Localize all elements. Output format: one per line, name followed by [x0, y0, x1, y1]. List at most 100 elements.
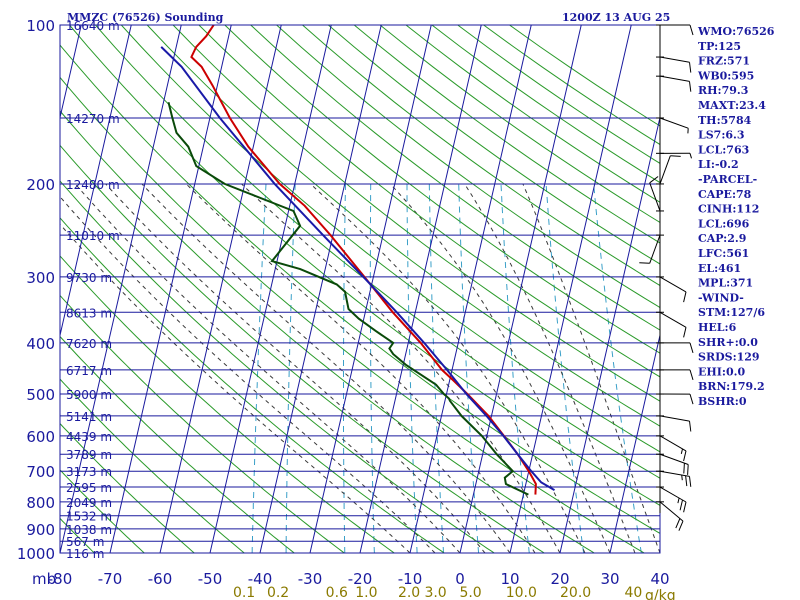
- sounding-profiles: [160, 25, 556, 496]
- index-label: CAP:2.9: [698, 232, 746, 245]
- index-label: WB0:595: [697, 69, 754, 82]
- index-label: CAPE:78: [698, 188, 752, 201]
- wind-barb-feather: [687, 464, 689, 475]
- wind-barb-feather: [683, 450, 687, 462]
- chart-title: MMZC (76526) Sounding: [67, 11, 224, 24]
- index-label: LFC:561: [698, 247, 749, 260]
- isotherm-line: [159, 25, 282, 553]
- isotherm-line: [209, 25, 332, 553]
- mixing-ratio-lines: [251, 183, 642, 553]
- wind-barb-shaft: [659, 415, 690, 422]
- pressure-tick-label: 500: [26, 386, 55, 404]
- pressure-tick-label: 700: [26, 463, 55, 481]
- temperature-tick-label: -40: [248, 570, 273, 588]
- wind-barb-shaft: [659, 435, 687, 452]
- isotherms: [60, 25, 660, 553]
- temperature-tick-label: 40: [650, 570, 669, 588]
- wind-barb-shaft: [659, 453, 689, 465]
- wind-barb-feather: [639, 262, 650, 264]
- moist-adiabat-line: [310, 183, 586, 553]
- index-label: LS7:6.3: [698, 129, 745, 142]
- pressure-axis-labels: 100 200 300 400 500 600 700 800 900 1000: [17, 17, 55, 563]
- temperature-tick-label: 0: [455, 570, 465, 588]
- index-label: RH:79.3: [698, 84, 748, 97]
- pressure-tick-label: 600: [26, 428, 55, 446]
- wind-barb-shaft: [659, 311, 687, 328]
- wind-barb-feather: [678, 520, 684, 531]
- wind-barb-shaft: [659, 470, 690, 477]
- temperature-tick-label: -70: [98, 570, 123, 588]
- wind-barb-feather: [683, 463, 685, 474]
- chart-datetime: 1200Z 13 AUG 25: [562, 11, 670, 24]
- isotherm-line: [409, 25, 532, 553]
- mixing-ratio-line: [593, 183, 642, 553]
- mixing-ratio-tick-label: 2.0: [398, 585, 420, 600]
- mixing-ratio-tick-label: 1.0: [355, 585, 377, 600]
- wind-barb-feather: [683, 501, 687, 513]
- wind-barb-feather: [670, 155, 681, 157]
- wind-barb-feather: [685, 475, 688, 487]
- pressure-tick-label: 200: [26, 176, 55, 194]
- mixing-ratio-tick-label: 20.0: [560, 585, 591, 600]
- isotherm-line: [609, 333, 660, 553]
- height-label: 2595 m: [66, 481, 112, 495]
- index-label: STM:127/6: [698, 306, 765, 319]
- index-label: -PARCEL-: [698, 173, 757, 186]
- wind-barb-feather: [649, 176, 659, 184]
- wind-barb-feather: [689, 81, 692, 92]
- wind-barb-shaft: [659, 75, 690, 82]
- index-label: EHI:0.0: [698, 365, 745, 378]
- wind-barb-feather: [683, 291, 687, 303]
- isotherm-line: [309, 25, 432, 553]
- pressure-tick-label: 400: [26, 335, 55, 353]
- wind-barbs: [639, 24, 694, 531]
- height-label: 3789 m: [66, 448, 112, 462]
- index-label: LI:-0.2: [698, 158, 739, 171]
- isotherm-line: [459, 25, 582, 553]
- pressure-tick-label: 900: [26, 521, 55, 539]
- index-label: BSHR:0: [698, 395, 747, 408]
- temperature-tick-label: -60: [148, 570, 173, 588]
- index-label: HEL:6: [698, 321, 737, 334]
- temperature-tick-label: -10: [398, 570, 423, 588]
- index-label: LCL:696: [698, 217, 750, 230]
- parcel-profile-line: [160, 46, 556, 491]
- mixing-ratio-tick-label: 40: [624, 585, 642, 600]
- index-label: -WIND-: [698, 291, 744, 304]
- mixing-ratio-tick-label: 0.1: [233, 585, 255, 600]
- height-label: 6717 m: [66, 364, 112, 378]
- wind-barb-feather: [689, 24, 694, 36]
- wind-barb-shaft: [659, 501, 684, 522]
- height-label: 9730 m: [66, 271, 112, 285]
- pressure-tick-label: 800: [26, 494, 55, 512]
- temperature-tick-label: -20: [348, 570, 373, 588]
- temperature-tick-label: -50: [198, 570, 223, 588]
- index-label: WMO:76526: [697, 25, 775, 38]
- isotherm-line: [259, 25, 382, 553]
- wind-barb-half-feather: [681, 474, 683, 481]
- wind-barb-feather: [689, 62, 692, 73]
- height-label: 5141 m: [66, 410, 112, 424]
- height-label: 5900 m: [66, 388, 112, 402]
- index-label: CINH:112: [698, 203, 759, 216]
- moist-adiabat-line: [522, 183, 660, 553]
- wind-barb-half-feather: [677, 497, 680, 504]
- pressure-tick-label: 300: [26, 269, 55, 287]
- wind-barb-feather: [675, 518, 681, 529]
- wind-barb-shaft: [649, 234, 661, 264]
- isotherm-line: [559, 115, 660, 553]
- height-label: 4439 m: [66, 430, 112, 444]
- height-label: 3173 m: [66, 465, 112, 479]
- wind-barb-feather: [689, 369, 694, 381]
- height-label: 116 m: [66, 547, 104, 561]
- moist-adiabat-line: [464, 183, 636, 553]
- height-label: 16640 m: [66, 19, 120, 33]
- wind-barb-feather: [679, 499, 683, 511]
- mixing-ratio-tick-label: 0.6: [326, 585, 348, 600]
- wind-barb-feather: [689, 342, 694, 354]
- isotherm-line: [60, 25, 132, 338]
- wind-barb-shaft: [659, 486, 687, 503]
- height-label: 8613 m: [66, 306, 112, 320]
- pressure-unit-label: mb: [32, 570, 56, 588]
